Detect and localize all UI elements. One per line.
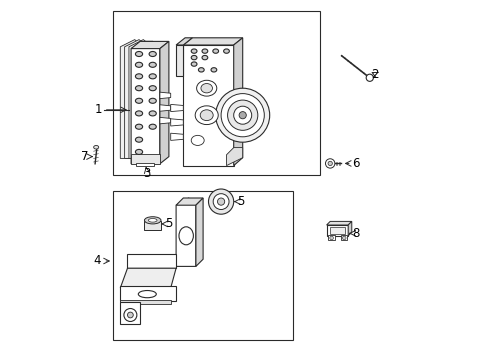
- Ellipse shape: [135, 149, 142, 154]
- Text: 6: 6: [351, 157, 358, 170]
- Polygon shape: [183, 45, 233, 166]
- Polygon shape: [129, 40, 152, 158]
- Ellipse shape: [213, 194, 228, 210]
- Polygon shape: [340, 235, 347, 240]
- Polygon shape: [328, 235, 334, 240]
- Ellipse shape: [208, 189, 233, 214]
- Bar: [113, 191, 292, 340]
- Polygon shape: [170, 119, 183, 126]
- Polygon shape: [120, 40, 143, 158]
- Ellipse shape: [227, 100, 257, 130]
- Text: 8: 8: [352, 227, 359, 240]
- Ellipse shape: [200, 110, 213, 121]
- Ellipse shape: [191, 49, 197, 53]
- Polygon shape: [120, 268, 176, 288]
- Ellipse shape: [366, 74, 373, 81]
- Polygon shape: [176, 38, 192, 45]
- Polygon shape: [196, 198, 203, 266]
- Text: 5: 5: [165, 217, 172, 230]
- Ellipse shape: [202, 49, 207, 53]
- Ellipse shape: [149, 51, 156, 57]
- Polygon shape: [160, 92, 170, 99]
- Polygon shape: [131, 41, 168, 49]
- Ellipse shape: [149, 86, 156, 91]
- Ellipse shape: [191, 62, 197, 66]
- Ellipse shape: [191, 55, 197, 60]
- Polygon shape: [160, 117, 170, 124]
- Polygon shape: [120, 300, 170, 304]
- Ellipse shape: [198, 68, 204, 72]
- Ellipse shape: [221, 94, 264, 137]
- Polygon shape: [176, 45, 183, 76]
- Ellipse shape: [211, 68, 216, 72]
- Polygon shape: [176, 198, 203, 205]
- Text: 2: 2: [370, 68, 378, 81]
- Ellipse shape: [215, 88, 269, 142]
- Ellipse shape: [144, 217, 161, 224]
- Ellipse shape: [94, 145, 99, 149]
- Polygon shape: [176, 198, 196, 266]
- Polygon shape: [326, 225, 347, 236]
- Text: 3: 3: [143, 167, 151, 180]
- Ellipse shape: [135, 124, 142, 129]
- Polygon shape: [144, 221, 161, 230]
- Ellipse shape: [325, 159, 334, 168]
- Ellipse shape: [149, 98, 156, 103]
- Polygon shape: [136, 163, 154, 166]
- Polygon shape: [326, 221, 351, 225]
- Ellipse shape: [135, 86, 142, 91]
- Polygon shape: [127, 254, 176, 268]
- Ellipse shape: [342, 236, 346, 240]
- Ellipse shape: [217, 198, 224, 205]
- Ellipse shape: [233, 106, 251, 124]
- Ellipse shape: [223, 49, 229, 53]
- Polygon shape: [160, 41, 168, 164]
- Polygon shape: [131, 41, 160, 164]
- Ellipse shape: [135, 51, 142, 57]
- Ellipse shape: [212, 49, 218, 53]
- Bar: [329, 227, 344, 234]
- Ellipse shape: [149, 124, 156, 129]
- Text: 7: 7: [81, 150, 88, 163]
- Ellipse shape: [135, 111, 142, 116]
- Ellipse shape: [135, 98, 142, 103]
- Ellipse shape: [149, 74, 156, 79]
- Ellipse shape: [239, 112, 246, 119]
- Ellipse shape: [135, 74, 142, 79]
- Ellipse shape: [149, 111, 156, 116]
- Text: 1: 1: [95, 103, 102, 116]
- Polygon shape: [120, 302, 140, 324]
- Polygon shape: [183, 38, 242, 45]
- Ellipse shape: [191, 135, 204, 145]
- Ellipse shape: [127, 312, 133, 318]
- Polygon shape: [226, 148, 242, 166]
- Ellipse shape: [195, 106, 218, 125]
- Polygon shape: [233, 38, 242, 166]
- Ellipse shape: [329, 236, 333, 240]
- Polygon shape: [131, 154, 160, 164]
- Ellipse shape: [327, 161, 332, 166]
- Text: 5: 5: [237, 195, 244, 208]
- Ellipse shape: [196, 80, 216, 96]
- Ellipse shape: [123, 309, 137, 321]
- Polygon shape: [160, 105, 170, 111]
- Polygon shape: [170, 133, 183, 140]
- Polygon shape: [347, 221, 351, 236]
- Ellipse shape: [138, 291, 156, 298]
- Ellipse shape: [179, 227, 193, 245]
- Polygon shape: [120, 286, 176, 301]
- Ellipse shape: [202, 55, 207, 60]
- Ellipse shape: [135, 137, 142, 142]
- Polygon shape: [124, 40, 148, 158]
- Ellipse shape: [148, 219, 157, 222]
- Ellipse shape: [135, 62, 142, 67]
- Ellipse shape: [201, 84, 212, 93]
- Bar: [113, 11, 320, 175]
- Text: 4: 4: [93, 255, 101, 267]
- Polygon shape: [170, 104, 183, 112]
- Ellipse shape: [149, 62, 156, 67]
